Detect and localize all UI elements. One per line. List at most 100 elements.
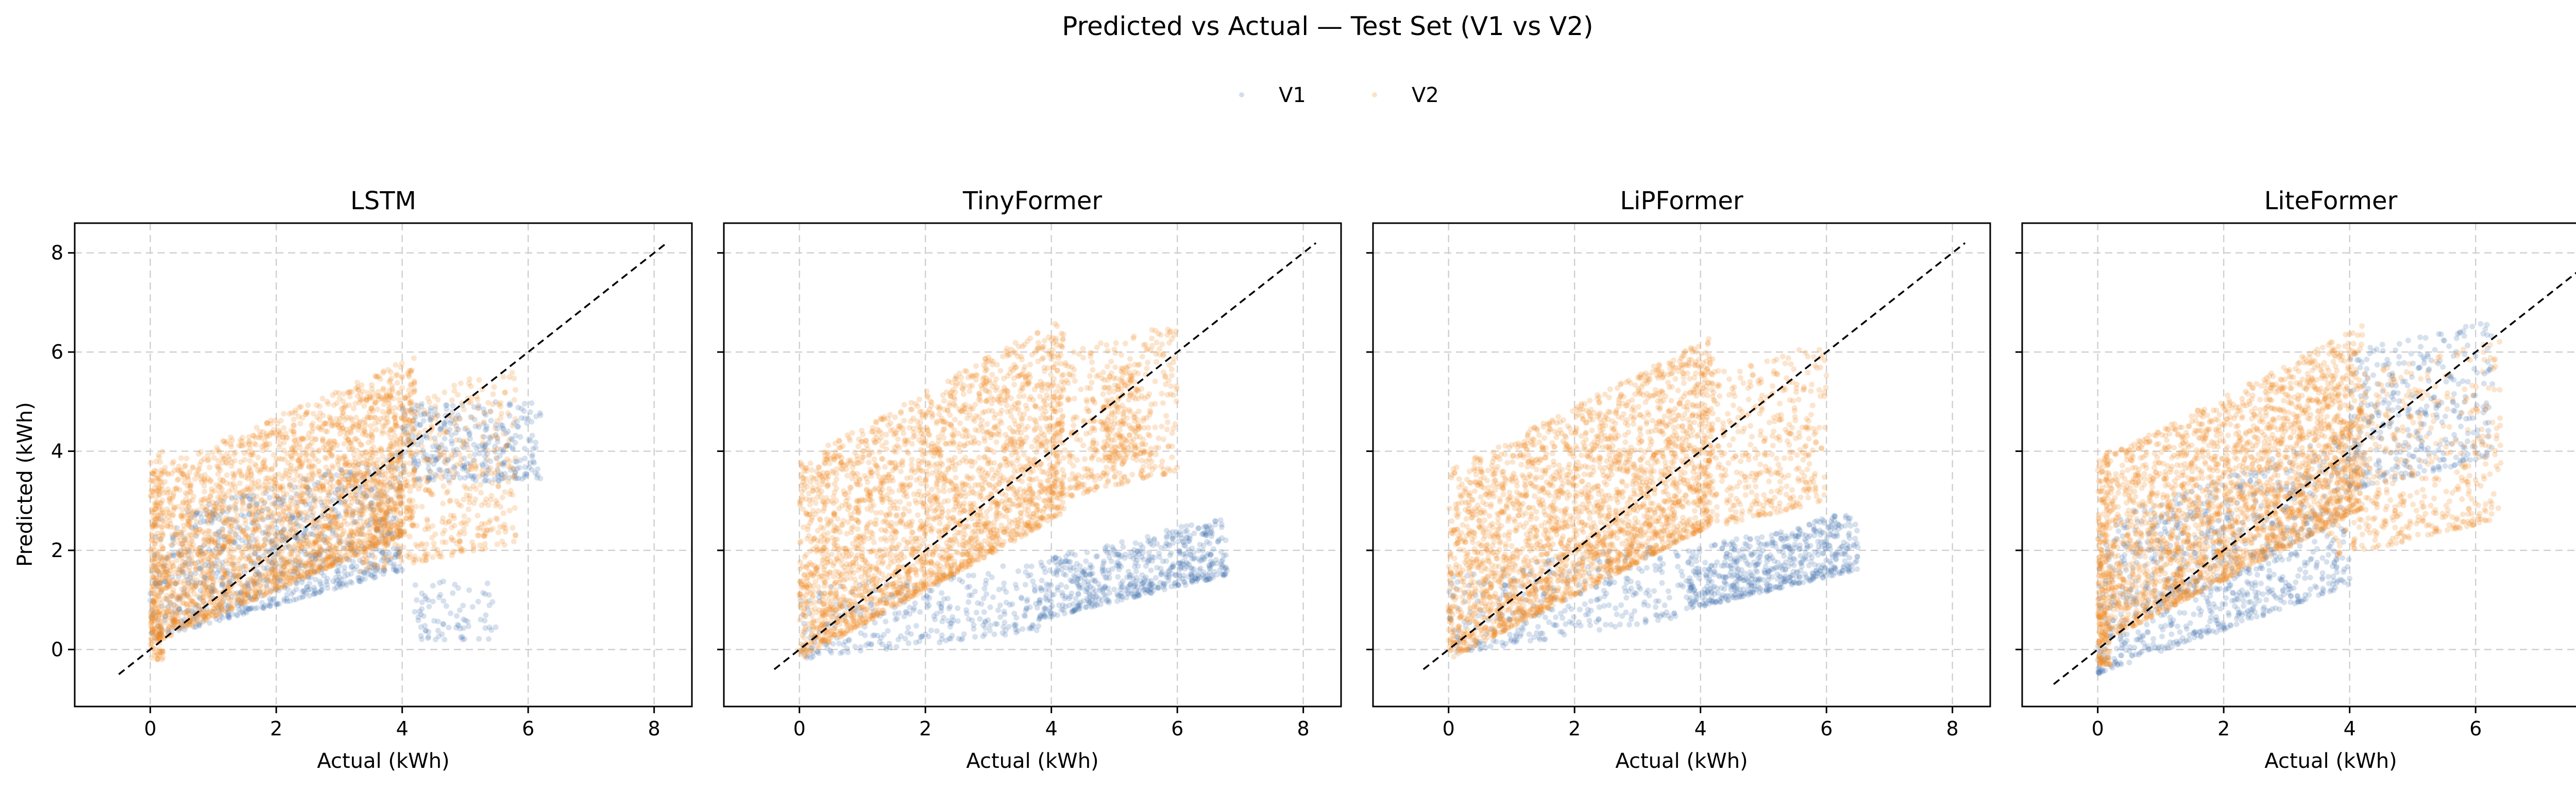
- data-point-v2: [314, 567, 320, 574]
- data-point-v1: [182, 536, 188, 542]
- data-point-v2: [248, 558, 255, 564]
- data-point-v1: [345, 572, 351, 578]
- data-point-v2: [220, 438, 226, 444]
- data-point-v2: [292, 542, 298, 548]
- data-point-v1: [435, 456, 441, 462]
- data-point-v2: [310, 452, 316, 459]
- data-point-v2: [378, 376, 383, 382]
- data-point-v2: [387, 377, 393, 383]
- data-point-v2: [368, 446, 375, 452]
- data-point-v2: [237, 490, 243, 496]
- data-point-v1: [155, 624, 161, 629]
- data-point-v2: [177, 530, 183, 535]
- data-point-v2: [379, 468, 385, 474]
- data-point-v1: [204, 511, 210, 517]
- data-point-v2: [225, 595, 231, 601]
- data-point-v2: [403, 515, 410, 521]
- data-point-v2: [180, 594, 187, 600]
- data-point-v2: [192, 476, 198, 482]
- data-point-v2: [187, 482, 193, 489]
- data-point-v2: [222, 495, 228, 501]
- data-point-v2: [152, 609, 158, 615]
- data-point-v1: [241, 569, 247, 576]
- data-point-v2: [433, 411, 439, 417]
- data-point-v2: [494, 541, 500, 547]
- data-point-v1: [343, 473, 349, 479]
- data-point-v1: [225, 613, 231, 618]
- data-point-v2: [303, 512, 309, 518]
- data-point-v1: [157, 624, 163, 630]
- data-point-v1: [269, 567, 276, 573]
- data-point-v2: [180, 499, 186, 505]
- data-point-v1: [511, 465, 517, 472]
- data-point-v1: [268, 560, 274, 565]
- data-point-v2: [193, 565, 199, 572]
- data-point-v1: [422, 623, 428, 629]
- data-point-v2: [324, 429, 330, 435]
- data-point-v2: [200, 594, 206, 600]
- data-point-v1: [413, 451, 419, 457]
- data-point-v2: [307, 442, 313, 448]
- data-point-v2: [168, 600, 174, 606]
- data-point-v2: [372, 415, 379, 421]
- data-point-v2: [239, 595, 245, 601]
- data-point-v2: [383, 420, 389, 426]
- data-point-v1: [354, 498, 361, 505]
- data-point-v1: [246, 502, 252, 509]
- data-point-v2: [370, 461, 377, 467]
- data-point-v2: [281, 425, 287, 431]
- data-point-v2: [339, 413, 345, 419]
- data-point-v2: [346, 532, 352, 538]
- data-point-v1: [267, 603, 273, 609]
- data-point-v1: [260, 530, 266, 536]
- data-point-v1: [248, 560, 255, 566]
- data-point-v2: [188, 601, 194, 607]
- data-point-v2: [412, 482, 418, 489]
- data-point-v2: [380, 541, 386, 547]
- data-point-v2: [325, 441, 331, 447]
- data-point-v2: [380, 385, 386, 392]
- data-point-v1: [228, 594, 234, 600]
- data-point-v2: [411, 386, 417, 393]
- data-point-v1: [328, 519, 334, 526]
- data-point-v2: [309, 505, 315, 511]
- data-point-v2: [362, 495, 368, 501]
- y-axis-label: Predicted (kWh): [13, 402, 37, 567]
- data-point-v1: [1200, 543, 1207, 548]
- data-point-v1: [512, 440, 518, 446]
- data-point-v1: [321, 573, 327, 579]
- data-point-v2: [242, 599, 248, 605]
- data-point-v2: [469, 414, 475, 421]
- data-point-v2: [297, 573, 303, 579]
- data-point-v2: [236, 572, 242, 578]
- data-point-v2: [237, 437, 243, 443]
- data-point-v2: [227, 590, 233, 596]
- data-point-v2: [327, 446, 333, 452]
- data-point-v1: [465, 428, 471, 434]
- data-point-v2: [201, 530, 208, 536]
- data-point-v2: [208, 608, 214, 614]
- data-point-v2: [219, 460, 225, 466]
- data-point-v1: [330, 559, 336, 565]
- data-point-v2: [216, 551, 222, 558]
- data-point-v2: [158, 563, 164, 569]
- data-point-v2: [347, 440, 353, 446]
- data-point-v2: [360, 512, 366, 518]
- data-point-v2: [314, 520, 320, 526]
- data-point-v2: [174, 603, 180, 610]
- data-point-v2: [333, 520, 340, 526]
- data-point-v1: [193, 525, 199, 531]
- data-point-v2: [349, 475, 355, 481]
- data-point-v2: [318, 427, 324, 433]
- data-point-v1: [459, 634, 465, 640]
- data-point-v2: [256, 525, 262, 531]
- data-point-v2: [363, 547, 369, 553]
- data-point-v1: [428, 453, 434, 460]
- data-point-v1: [498, 446, 504, 452]
- data-point-v2: [272, 567, 278, 574]
- data-point-v2: [235, 573, 242, 579]
- data-point-v2: [320, 444, 327, 450]
- data-point-v2: [225, 561, 231, 567]
- data-point-v2: [440, 483, 447, 489]
- data-point-v2: [251, 543, 257, 549]
